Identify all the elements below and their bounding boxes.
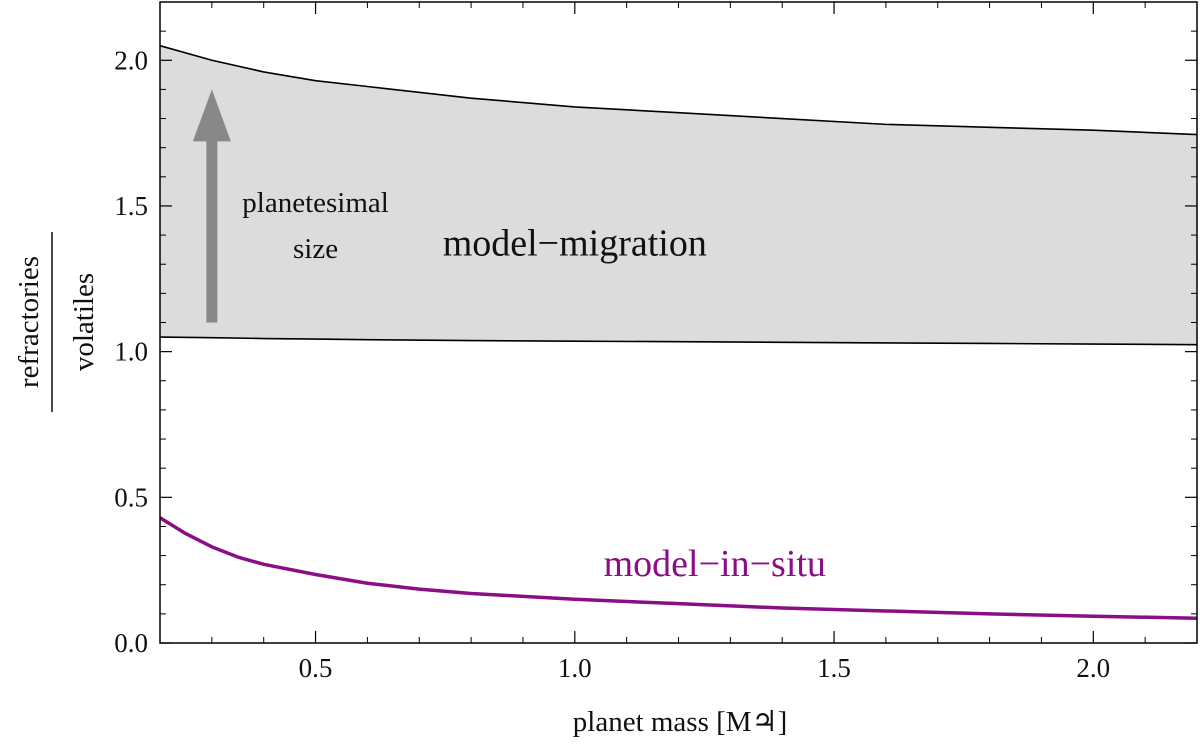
- in-situ-line-layer: [159, 516, 1198, 620]
- migration-band-fill: [160, 45, 1197, 345]
- x-tick-label: 0.5: [299, 653, 333, 683]
- y-tick-label: 0.5: [114, 482, 148, 512]
- x-tick-label: 2.0: [1076, 653, 1110, 683]
- planetesimal-size-arrow: [192, 89, 231, 323]
- y-axis-label-denominator: volatiles: [68, 273, 100, 371]
- migration-upper-line: [159, 44, 1198, 136]
- x-ticks: 0.5 1.0 1.5 2.0: [211, 2, 1146, 683]
- in-situ-line: [159, 516, 1198, 620]
- y-tick-label: 1.5: [114, 191, 148, 221]
- migration-band: [159, 44, 1198, 346]
- y-axis-label: refractories volatiles: [13, 232, 100, 412]
- x-tick-label: 1.0: [558, 653, 592, 683]
- y-tick-label: 2.0: [114, 45, 148, 75]
- migration-lower-line: [159, 336, 1198, 346]
- x-tick-label: 1.5: [817, 653, 851, 683]
- y-ticks: 0.0 0.5 1.0 1.5 2.0: [114, 30, 1197, 658]
- y-tick-label: 0.0: [114, 628, 148, 658]
- annotation-model-migration: model−migration: [443, 222, 707, 264]
- annotation-planetesimal: planetesimal: [242, 187, 389, 219]
- x-axis-label: planet mass [M♃]: [573, 706, 787, 738]
- arrow-head: [192, 89, 231, 142]
- y-axis-label-numerator: refractories: [13, 256, 45, 388]
- annotation-model-in-situ: model−in−situ: [604, 543, 826, 585]
- annotation-size: size: [293, 233, 338, 265]
- y-tick-label: 1.0: [114, 337, 148, 367]
